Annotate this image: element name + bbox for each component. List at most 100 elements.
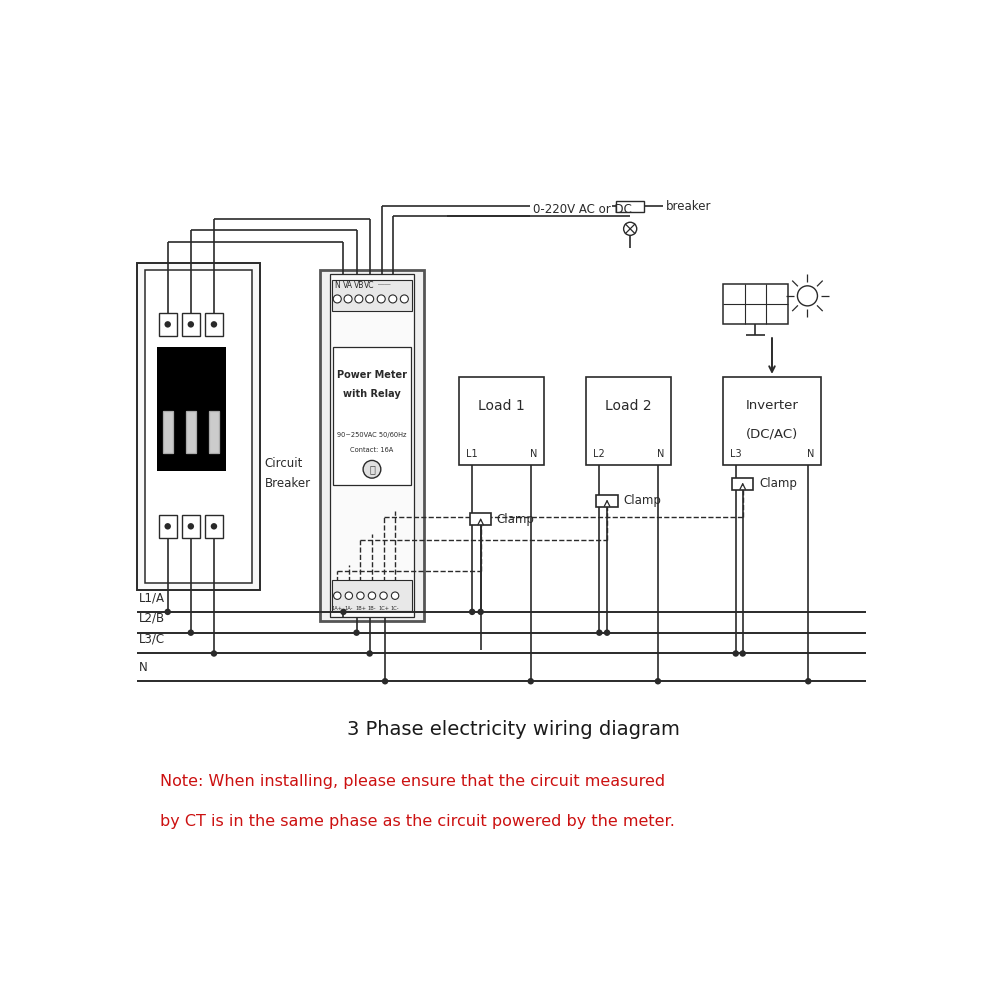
Text: ⏻: ⏻: [369, 464, 375, 474]
Bar: [329, 274, 414, 618]
Text: Clamp: Clamp: [624, 494, 661, 508]
Bar: [332, 581, 412, 611]
Text: L1: L1: [466, 449, 477, 459]
Text: Load 2: Load 2: [606, 399, 652, 413]
Bar: [209, 410, 219, 453]
Bar: [159, 312, 176, 336]
Bar: [617, 201, 644, 212]
Circle shape: [363, 460, 380, 478]
Text: Load 1: Load 1: [478, 399, 525, 413]
Bar: [459, 376, 544, 465]
Circle shape: [468, 609, 475, 615]
Text: 0-220V AC or DC: 0-220V AC or DC: [534, 203, 632, 216]
Circle shape: [597, 630, 603, 636]
Bar: [144, 270, 252, 583]
Circle shape: [211, 524, 217, 530]
Text: N: N: [530, 449, 537, 459]
Bar: [182, 515, 199, 538]
Text: VA: VA: [343, 280, 353, 289]
Circle shape: [477, 609, 483, 615]
Circle shape: [333, 592, 341, 600]
Circle shape: [388, 295, 396, 303]
Text: Clamp: Clamp: [759, 477, 797, 490]
Circle shape: [354, 295, 363, 303]
Circle shape: [333, 295, 341, 303]
Text: breaker: breaker: [666, 200, 711, 213]
Bar: [332, 280, 412, 311]
Circle shape: [400, 295, 408, 303]
Text: L1/A: L1/A: [139, 592, 165, 605]
Circle shape: [391, 592, 398, 600]
Circle shape: [164, 321, 171, 327]
Circle shape: [528, 678, 534, 685]
Text: L2/B: L2/B: [139, 612, 165, 625]
Circle shape: [187, 321, 194, 327]
Text: 1B-: 1B-: [367, 606, 376, 611]
Text: with Relay: with Relay: [343, 388, 400, 398]
Circle shape: [344, 295, 352, 303]
Circle shape: [356, 592, 364, 600]
Text: L3/C: L3/C: [139, 633, 165, 646]
Text: VB: VB: [353, 280, 364, 289]
Bar: [186, 410, 196, 453]
Circle shape: [381, 678, 388, 685]
Text: 3 Phase electricity wiring diagram: 3 Phase electricity wiring diagram: [346, 720, 680, 739]
Text: L2: L2: [594, 449, 605, 459]
Circle shape: [624, 222, 637, 235]
Text: L3: L3: [730, 449, 741, 459]
Bar: [159, 515, 176, 538]
Circle shape: [164, 524, 171, 530]
Text: 1B+: 1B+: [355, 606, 366, 611]
Text: (DC/AC): (DC/AC): [746, 427, 798, 440]
Bar: [732, 478, 754, 489]
Circle shape: [187, 630, 194, 636]
Circle shape: [379, 592, 387, 600]
Circle shape: [740, 651, 746, 657]
Circle shape: [353, 630, 359, 636]
Bar: [157, 347, 226, 470]
Bar: [205, 515, 223, 538]
Bar: [332, 347, 411, 484]
Circle shape: [365, 295, 373, 303]
Text: VC: VC: [364, 280, 375, 289]
Bar: [320, 270, 423, 621]
Text: ――: ――: [378, 282, 390, 287]
Circle shape: [211, 651, 217, 657]
Text: Circuit: Circuit: [265, 456, 303, 469]
Bar: [469, 514, 491, 526]
Text: Power Meter: Power Meter: [337, 370, 407, 380]
Text: Clamp: Clamp: [496, 513, 535, 526]
Text: Inverter: Inverter: [746, 398, 799, 411]
Bar: [182, 312, 199, 336]
Circle shape: [805, 678, 812, 685]
Circle shape: [366, 651, 373, 657]
Text: by CT is in the same phase as the circuit powered by the meter.: by CT is in the same phase as the circui…: [160, 814, 675, 829]
Circle shape: [345, 592, 352, 600]
Bar: [137, 262, 260, 591]
Text: Breaker: Breaker: [265, 477, 311, 490]
Circle shape: [187, 524, 194, 530]
Circle shape: [340, 609, 346, 615]
Circle shape: [798, 286, 818, 306]
Text: N: N: [139, 661, 148, 674]
Circle shape: [604, 630, 611, 636]
Text: 1A-: 1A-: [344, 606, 353, 611]
Bar: [205, 312, 223, 336]
Bar: [587, 376, 671, 465]
Text: N: N: [334, 280, 340, 289]
Bar: [723, 284, 788, 324]
Text: N: N: [807, 449, 815, 459]
Bar: [723, 376, 821, 465]
Text: Contact: 16A: Contact: 16A: [350, 447, 393, 453]
Bar: [597, 494, 618, 507]
Circle shape: [655, 678, 661, 685]
Text: Note: When installing, please ensure that the circuit measured: Note: When installing, please ensure tha…: [160, 774, 665, 789]
Text: 1C+: 1C+: [378, 606, 389, 611]
Text: 90~250VAC 50/60Hz: 90~250VAC 50/60Hz: [337, 432, 406, 438]
Circle shape: [164, 609, 171, 615]
Text: N: N: [657, 449, 664, 459]
Circle shape: [733, 651, 739, 657]
Text: 1A+: 1A+: [331, 606, 342, 611]
Circle shape: [377, 295, 385, 303]
Bar: [163, 410, 173, 453]
